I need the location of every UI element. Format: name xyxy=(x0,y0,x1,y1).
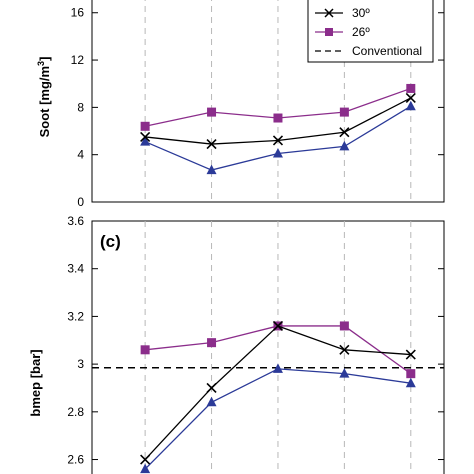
bmep-y-axis-label: bmep [bar] xyxy=(28,349,43,416)
square-icon xyxy=(325,28,333,36)
y-tick-label: 16 xyxy=(71,6,85,20)
data-point xyxy=(406,369,416,379)
data-point xyxy=(272,320,284,332)
data-point xyxy=(206,396,217,407)
series-triangle xyxy=(140,363,416,474)
data-point xyxy=(339,368,350,378)
soot-y-axis: 0 4 8 12 16 xyxy=(71,6,444,209)
data-point xyxy=(405,377,416,388)
data-point xyxy=(273,113,283,123)
soot-y-axis-label: Soot [mg/m3] xyxy=(36,57,52,138)
legend-label-26: 26º xyxy=(352,25,370,39)
series-x-mark xyxy=(140,92,416,150)
data-point xyxy=(140,121,150,131)
legend: 30º 26º Conventional xyxy=(307,0,434,63)
bmep-plot-frame xyxy=(91,220,445,474)
data-point xyxy=(339,107,349,117)
y-tick-label: 4 xyxy=(77,148,84,162)
legend-entry-30: 30º xyxy=(315,6,370,20)
data-point xyxy=(405,92,416,103)
legend-label-conventional: Conventional xyxy=(352,44,422,58)
data-point xyxy=(339,321,349,331)
y-tick-label: 2.6 xyxy=(67,453,84,467)
series-x-mark xyxy=(140,320,416,465)
y-tick-label: 0 xyxy=(77,195,84,209)
y-tick-label: 2.8 xyxy=(67,405,84,419)
data-point xyxy=(140,136,151,146)
data-point xyxy=(140,463,151,474)
legend-label-30: 30º xyxy=(352,6,370,20)
data-point xyxy=(140,454,151,465)
legend-entry-26: 26º xyxy=(315,25,370,39)
panel-label-c: (c) xyxy=(100,232,121,251)
data-point xyxy=(272,148,283,158)
bmep-series xyxy=(140,320,416,474)
series-square xyxy=(140,83,416,131)
data-point xyxy=(206,138,217,150)
data-point xyxy=(339,140,350,151)
data-point xyxy=(140,131,151,143)
data-point xyxy=(339,127,350,138)
data-point xyxy=(206,382,217,394)
legend-entry-conventional: Conventional xyxy=(315,44,422,58)
bmep-gridlines xyxy=(144,221,412,474)
y-tick-label: 3.6 xyxy=(67,214,84,228)
data-point xyxy=(272,135,284,146)
y-tick-label: 3.2 xyxy=(67,309,84,323)
y-tick-label: 3.4 xyxy=(67,262,84,276)
data-point xyxy=(339,344,350,355)
soot-chart: 0 4 8 12 16 Soot [mg/m3] xyxy=(36,0,445,209)
y-tick-label: 8 xyxy=(77,100,84,114)
data-point xyxy=(405,349,416,360)
y-tick-label: 3 xyxy=(77,357,84,371)
data-point xyxy=(140,345,150,355)
soot-series xyxy=(140,83,416,175)
data-point xyxy=(406,83,416,93)
bmep-y-axis: 2.6 2.8 3 3.2 3.4 3.6 xyxy=(67,214,444,467)
soot-plot-frame xyxy=(91,0,445,203)
data-point xyxy=(206,164,217,175)
data-point xyxy=(272,363,283,373)
series-triangle xyxy=(140,100,416,175)
data-point xyxy=(405,100,416,111)
bmep-chart: 2.6 2.8 3 3.2 3.4 3.6 bmep [bar] (c) xyxy=(28,214,445,474)
y-tick-label: 12 xyxy=(71,53,85,67)
data-point xyxy=(207,107,217,117)
data-point xyxy=(207,338,217,348)
x-mark-icon xyxy=(324,8,334,18)
